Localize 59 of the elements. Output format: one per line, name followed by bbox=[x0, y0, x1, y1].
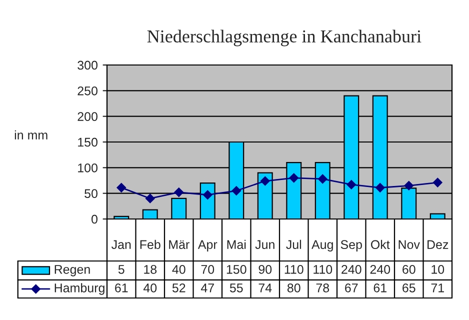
data-label: 5 bbox=[118, 265, 124, 274]
data-label: 90 bbox=[258, 264, 272, 274]
x-tick-label: Mai bbox=[227, 240, 246, 250]
data-label: 150 bbox=[226, 264, 246, 274]
data-label: 240 bbox=[370, 264, 390, 274]
data-label: 60 bbox=[402, 264, 416, 274]
point bbox=[146, 194, 155, 204]
y-tick-label: 100 bbox=[78, 163, 98, 172]
data-label: 110 bbox=[314, 264, 332, 274]
x-tick-label: Sep bbox=[340, 240, 362, 252]
point bbox=[318, 174, 328, 184]
data-label: 80 bbox=[287, 283, 300, 292]
data-label: 10 bbox=[432, 264, 444, 274]
y-tick-label: 200 bbox=[78, 112, 98, 121]
data-label: 65 bbox=[402, 283, 416, 292]
y-tick-label: 0 bbox=[92, 214, 98, 224]
x-tick-label: Jul bbox=[286, 240, 302, 250]
point bbox=[376, 183, 385, 192]
y-tick-label: 250 bbox=[78, 86, 98, 96]
data-label: 240 bbox=[342, 264, 362, 274]
x-tick-label: Aug bbox=[312, 240, 333, 252]
x-tick-label: Apr bbox=[198, 240, 218, 252]
data-label: 40 bbox=[172, 264, 186, 274]
point bbox=[404, 181, 414, 190]
x-tick-label: Dez bbox=[428, 240, 448, 250]
x-tick-label: Nov bbox=[398, 240, 420, 250]
point bbox=[433, 178, 442, 188]
data-label: 52 bbox=[172, 283, 186, 292]
y-tick-label: 150 bbox=[78, 138, 98, 147]
point bbox=[289, 173, 298, 183]
data-label: 61 bbox=[374, 283, 386, 292]
chart-title: Niederschlagsmenge in Kanchanaburi bbox=[147, 30, 422, 46]
x-tick-label: Mär bbox=[169, 240, 190, 250]
data-label: 18 bbox=[144, 264, 157, 274]
data-label: 55 bbox=[230, 284, 243, 292]
data-label: 70 bbox=[201, 264, 214, 274]
data-label: 67 bbox=[345, 283, 358, 292]
point bbox=[260, 176, 270, 186]
x-tick-label: Jun bbox=[255, 240, 274, 250]
x-tick-label: Jan bbox=[111, 240, 131, 250]
y-tick-label: 300 bbox=[78, 60, 98, 70]
data-label: 74 bbox=[258, 284, 272, 292]
data-label: 71 bbox=[431, 284, 444, 292]
point bbox=[116, 183, 126, 192]
y-axis-title: in mm bbox=[14, 130, 48, 140]
legend-label: Hamburg bbox=[54, 283, 104, 295]
y-tick-label: 50 bbox=[84, 189, 98, 198]
point bbox=[203, 190, 212, 200]
data-label: 47 bbox=[200, 284, 214, 292]
data-label: 40 bbox=[143, 283, 157, 292]
point bbox=[232, 186, 241, 196]
data-label: 78 bbox=[316, 283, 330, 292]
point bbox=[174, 188, 184, 197]
data-label: 61 bbox=[115, 283, 128, 292]
legend-label: Regen bbox=[54, 265, 90, 276]
data-label: 110 bbox=[284, 264, 304, 274]
x-tick-label: Okt bbox=[370, 240, 390, 250]
point bbox=[346, 180, 356, 190]
x-tick-label: Feb bbox=[140, 240, 160, 250]
